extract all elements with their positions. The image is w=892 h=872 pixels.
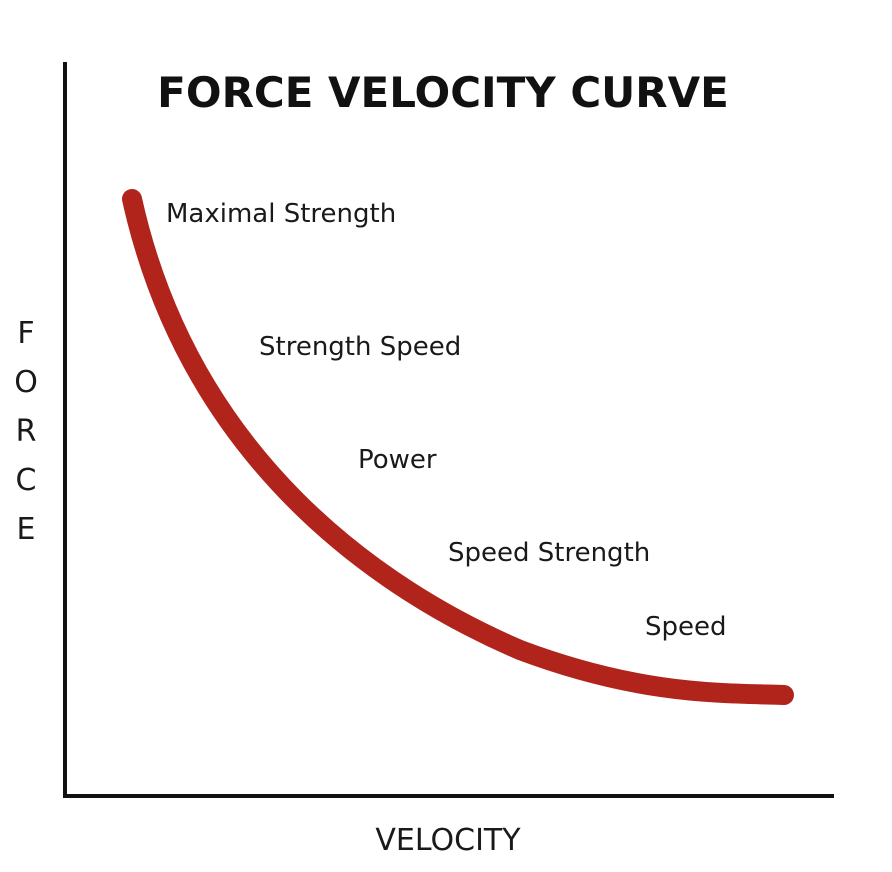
y-axis-label-letter: F xyxy=(17,316,34,351)
x-axis-label: VELOCITY xyxy=(375,823,521,858)
y-axis-label-letter: C xyxy=(16,463,37,498)
annotation-speed-strength: Speed Strength xyxy=(448,538,650,568)
annotation-speed: Speed xyxy=(645,612,727,642)
annotation-strength-speed: Strength Speed xyxy=(259,332,461,362)
y-axis-label: FORCE xyxy=(14,316,38,547)
annotation-maximal-strength: Maximal Strength xyxy=(166,199,396,229)
chart-title: FORCE VELOCITY CURVE xyxy=(157,68,729,117)
y-axis-label-letter: O xyxy=(14,365,38,400)
force-velocity-curve xyxy=(122,189,794,705)
y-axis-label-letter: R xyxy=(16,414,37,449)
annotation-power: Power xyxy=(358,445,437,475)
y-axis-label-letter: E xyxy=(17,512,36,547)
